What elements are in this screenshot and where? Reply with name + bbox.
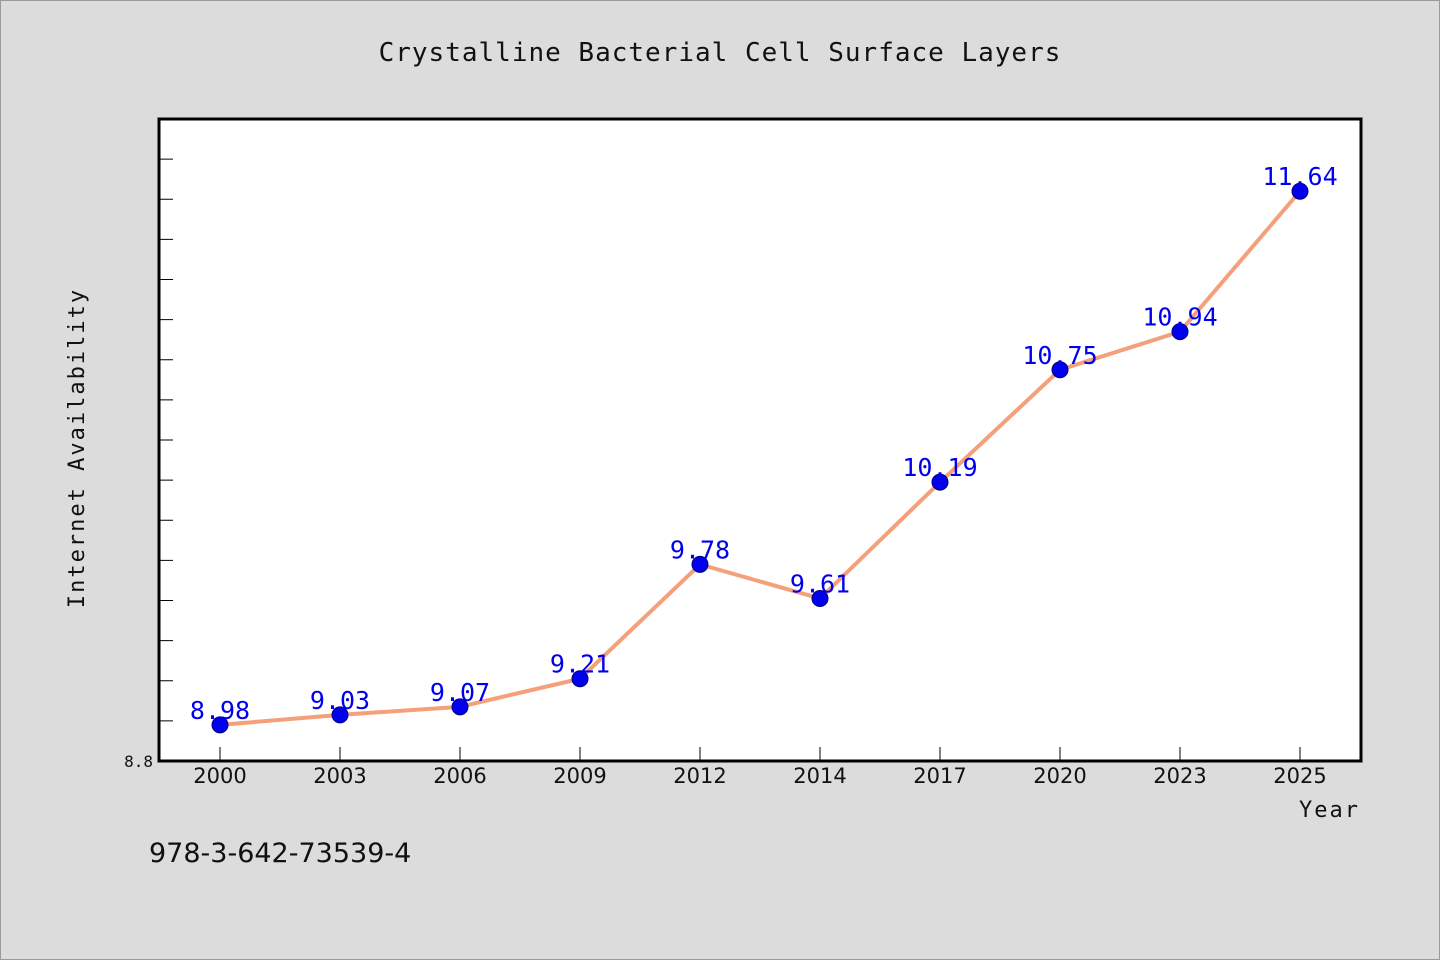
data-point [1291, 182, 1309, 200]
data-label: 8.98 [190, 696, 250, 725]
y-axis-ticks [159, 158, 173, 722]
data-point [571, 670, 589, 688]
data-point [451, 698, 469, 716]
series-line [219, 189, 1302, 727]
x-tick-label: 2012 [673, 764, 726, 788]
data-point [1171, 323, 1189, 341]
data-label: 9.61 [790, 569, 850, 598]
series-group: 8.98 9.03 9.07 9.21 9.78 9.61 10.19 10.75 10.94 1… [190, 162, 1338, 734]
data-label: 10.75 [1022, 341, 1097, 370]
data-label: 9.07 [430, 678, 490, 707]
x-tick-label: 2000 [193, 764, 246, 788]
data-label: 10.94 [1142, 303, 1217, 332]
x-axis-ticks [219, 747, 1301, 761]
data-point [931, 473, 949, 491]
data-label: 11.64 [1262, 162, 1337, 191]
plot-area [157, 117, 1363, 763]
data-point [1051, 361, 1069, 379]
x-tick-label: 2009 [553, 764, 606, 788]
x-tick-label: 2003 [313, 764, 366, 788]
x-axis-label: Year [1299, 798, 1360, 823]
x-tick-label: 2023 [1153, 764, 1206, 788]
x-tick-label: 2014 [793, 764, 846, 788]
data-point [331, 706, 349, 724]
data-label: 9.78 [670, 535, 730, 564]
data-label: 10.19 [902, 453, 977, 482]
data-label: 9.03 [310, 686, 370, 715]
data-label: 9.21 [550, 650, 610, 679]
data-point [691, 555, 709, 573]
data-point [211, 716, 229, 734]
x-tick-label: 2025 [1273, 764, 1326, 788]
x-tick-labels: 2000 2003 2006 2009 2012 2014 2017 2020 2023 2025 [193, 764, 1326, 788]
x-tick-label: 2017 [913, 764, 966, 788]
isbn-text: 978-3-642-73539-4 [149, 838, 411, 869]
data-point [811, 589, 829, 607]
y-axis-label: Internet Availability [65, 288, 90, 608]
y-tick-label: 8.8 [124, 752, 153, 771]
x-tick-label: 2020 [1033, 764, 1086, 788]
x-tick-label: 2006 [433, 764, 486, 788]
chart-title: Crystalline Bacterial Cell Surface Layer… [379, 38, 1062, 68]
